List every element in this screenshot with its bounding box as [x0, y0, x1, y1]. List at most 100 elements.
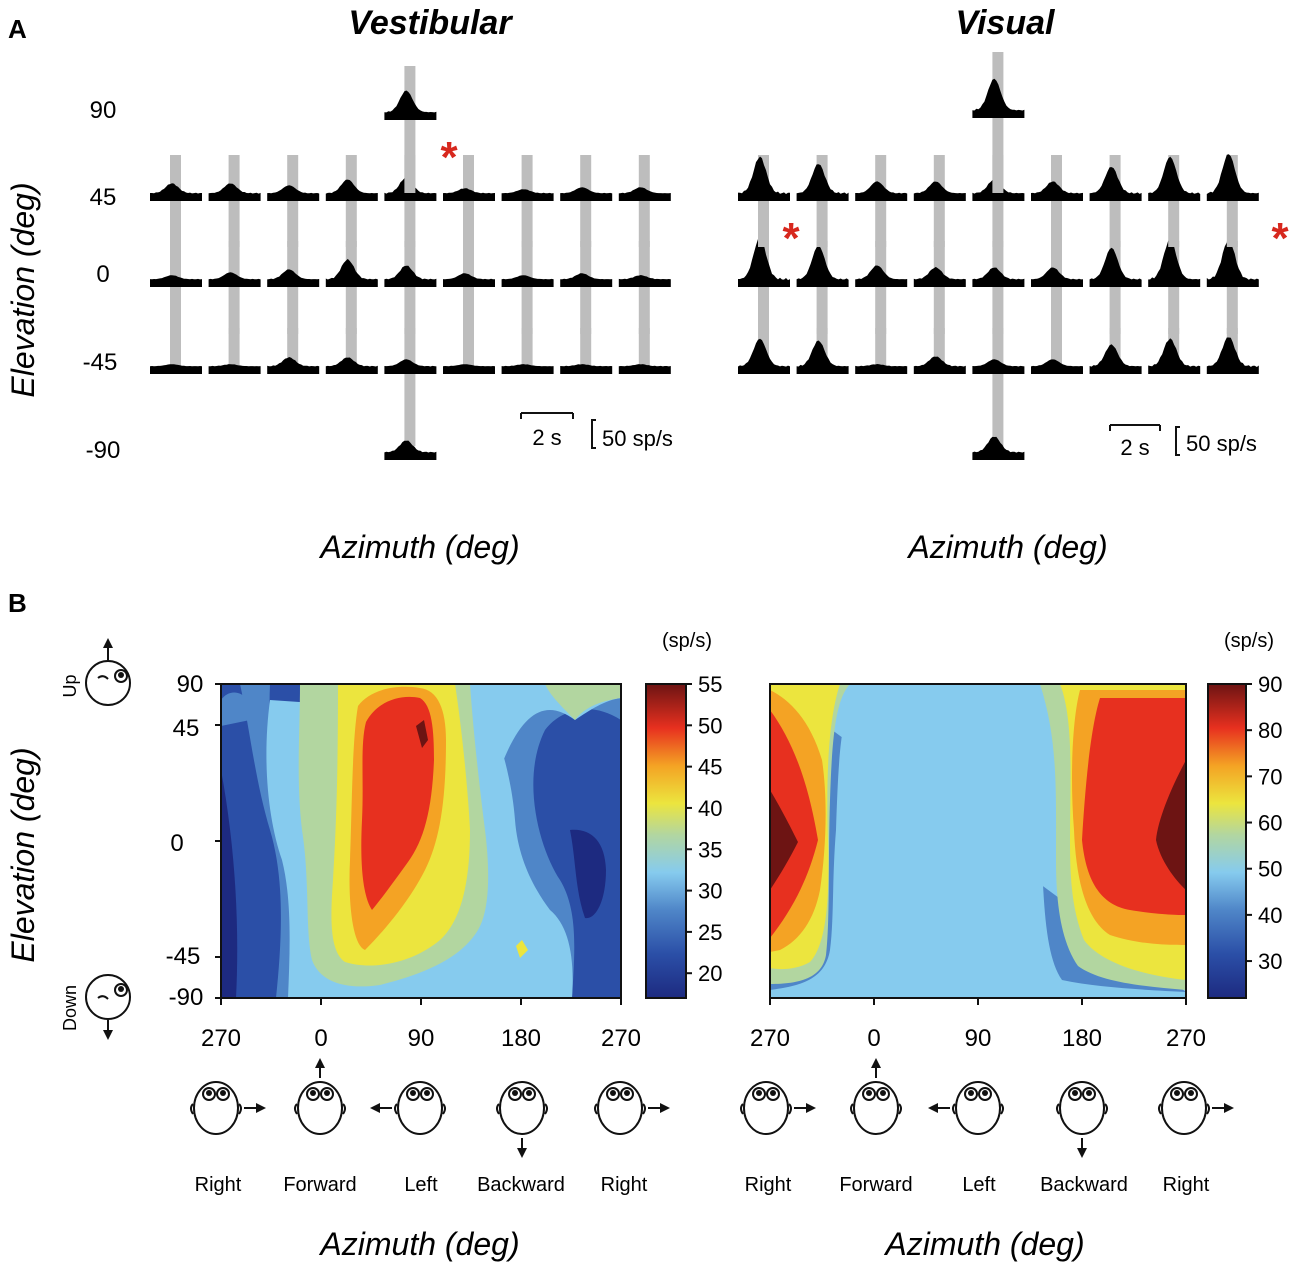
colorbar-tick-label: 25 [698, 920, 722, 945]
psth-histogram [150, 183, 202, 201]
stimulus-bar [875, 241, 887, 287]
vestibular-elev-tick-45: 45 [90, 184, 117, 211]
visual-title: Visual [956, 4, 1056, 42]
psth-histogram [913, 181, 966, 201]
preferred-direction-star: * [782, 214, 800, 263]
head-right-icon [740, 1081, 816, 1135]
psth-histogram [267, 185, 320, 201]
vc-xtick-90: 90 [408, 1025, 435, 1052]
psth-histogram [855, 364, 908, 374]
sc-xtick-270b: 270 [1166, 1025, 1206, 1052]
stimulus-bar [345, 155, 357, 201]
psth-histogram-down [972, 436, 1025, 460]
stimulus-bar [1051, 241, 1062, 287]
psth-histogram [1148, 240, 1201, 287]
psth-histogram [208, 183, 261, 201]
vc-level-8 [416, 720, 428, 748]
stimulus-bar-link [580, 201, 592, 247]
psth-histogram [501, 275, 554, 287]
psth-histogram [325, 357, 378, 374]
vc-level-7 [361, 696, 434, 910]
stimulus-bar [404, 241, 416, 287]
vestibular-scale-bar: 2 s 50 sp/s [520, 412, 673, 451]
stimulus-bar [638, 241, 650, 287]
visual-xlabel: Azimuth (deg) [906, 529, 1107, 565]
visual-contour-x-axis: 270 0 90 180 270 [750, 998, 1206, 1052]
colorbar-tick-label: 45 [698, 755, 722, 780]
stimulus-bar-link [463, 201, 474, 247]
stimulus-bar-link [1168, 287, 1180, 334]
vc-ytick-90: 90 [177, 671, 204, 698]
stimulus-bar-link [463, 287, 474, 334]
vestibular-contour-xlabel: Azimuth (deg) [318, 1226, 519, 1262]
psth-histogram [443, 364, 495, 374]
stimulus-bar [287, 241, 299, 287]
stimulus-bar-link [992, 287, 1004, 334]
stimulus-bar [521, 155, 533, 201]
psth-histogram [913, 266, 966, 287]
stimulus-bar [580, 241, 592, 287]
stimulus-bar [228, 155, 240, 201]
stimulus-bar-pole [992, 374, 1004, 446]
stimulus-bar-link [1109, 201, 1121, 247]
psth-histogram [443, 273, 495, 287]
colorbar-tick-label: 80 [1258, 718, 1282, 743]
psth-histogram-up [972, 78, 1025, 118]
vestibular-direction-heads [190, 1058, 670, 1158]
psth-histogram [443, 188, 495, 201]
head-forward-icon [850, 1058, 902, 1135]
sc-dir-right-b: Right [1163, 1174, 1210, 1196]
stimulus-bar-link [228, 287, 240, 334]
stimulus-bar-link [638, 287, 650, 334]
vestibular-contour-map [221, 684, 621, 998]
visual-contour-xlabel: Azimuth (deg) [883, 1226, 1084, 1262]
psth-histogram [1206, 337, 1259, 374]
vestibular-scale-rate: 50 sp/s [602, 426, 673, 451]
stimulus-bar-link [1051, 287, 1062, 334]
stimulus-bar [580, 328, 592, 374]
vc-level-0 [221, 770, 238, 998]
stimulus-bar [992, 241, 1004, 287]
stimulus-bar-link [170, 287, 181, 334]
visual-scale-time: 2 s [1120, 435, 1149, 460]
head-right-icon [594, 1081, 670, 1135]
psth-histogram [267, 357, 320, 374]
visual-direction-heads [740, 1058, 1234, 1158]
stimulus-bar-link [1226, 201, 1238, 247]
psth-histogram [796, 340, 849, 374]
stimulus-bar-link [521, 201, 533, 247]
visual-contour-map [770, 684, 1186, 998]
psth-histogram-up [384, 90, 437, 120]
psth-histogram [384, 359, 437, 374]
psth-histogram [796, 245, 849, 287]
colorbar-tick-label: 55 [698, 672, 722, 697]
stimulus-bar-link [933, 201, 945, 247]
psth-histogram [560, 364, 613, 374]
stimulus-bar-link [404, 287, 416, 334]
psth-histogram [738, 156, 790, 201]
vc-dir-left: Left [404, 1174, 438, 1196]
stimulus-bar-link [758, 287, 769, 334]
stimulus-bar [580, 155, 592, 201]
vestibular-title: Vestibular [348, 4, 513, 42]
psth-histogram [1206, 154, 1259, 201]
visual-psth-panel: Visual * * Azimuth (deg) 2 s 50 sp/s [738, 4, 1289, 565]
stimulus-bar [287, 328, 299, 374]
stimulus-bar-link [170, 201, 181, 247]
psth-histogram [618, 364, 671, 374]
vestibular-contour-ylabel: Elevation (deg) [5, 747, 41, 962]
psth-histogram [1031, 267, 1083, 287]
stimulus-bar-link [580, 287, 592, 334]
visual-colorbar: (sp/s) 90 80 70 60 50 40 30 [1207, 630, 1282, 999]
colorbar-tick-label: 40 [698, 796, 722, 821]
stimulus-bar [170, 155, 181, 201]
stimulus-bar [463, 155, 474, 201]
visual-scale-rate: 50 sp/s [1186, 431, 1257, 456]
psth-histogram [1089, 247, 1142, 287]
vc-xtick-270a: 270 [201, 1025, 241, 1052]
head-backward-icon [496, 1081, 548, 1158]
visual-scale-bar: 2 s 50 sp/s [1109, 424, 1257, 460]
stimulus-bar-link [345, 287, 357, 334]
stimulus-bar [638, 155, 650, 201]
colorbar-tick-label: 50 [1258, 857, 1282, 882]
